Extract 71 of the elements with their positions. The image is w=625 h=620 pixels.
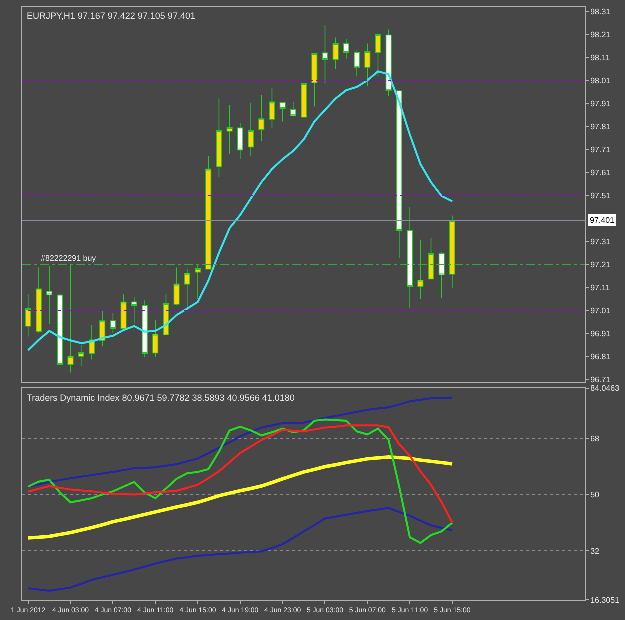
candlestick [78,344,84,367]
line-series [27,507,454,592]
candlestick [184,268,190,310]
candlestick [248,102,254,157]
candlestick [163,294,170,336]
candlestick [195,264,201,300]
candlestick [301,82,308,118]
candlestick [375,34,382,78]
y-tick-label: 68 [590,434,600,444]
candlestick [269,87,276,129]
candlestick [258,94,265,142]
candlestick [110,312,116,334]
candlestick [280,102,286,122]
chart-title: EURJPY,H1 97.167 97.422 97.105 97.401 [27,11,196,21]
y-tick-label: 97.51 [590,191,612,200]
y-tick-label: 97.71 [590,145,612,154]
candlestick [57,294,64,366]
candlestick [290,102,296,118]
ref-line-label: #82222291 buy [41,254,96,263]
candlestick [407,206,414,308]
y-tick-label: 98.31 [590,7,612,16]
y-tick-label: 98.11 [590,53,611,62]
candlestick [131,296,138,324]
y-tick-label: 96.81 [590,352,612,362]
y-tick-label: 32 [590,546,600,556]
y-tick-label: 98.01 [590,76,612,86]
y-tick-label: 97.31 [590,237,612,246]
y-tick-label: 97.21 [590,260,612,270]
candlestick [386,29,392,97]
candlestick [36,267,42,334]
candlestick [142,300,148,358]
candlestick [174,267,180,306]
line-series [27,396,454,488]
y-tick-label: 50 [590,490,600,500]
candlestick [120,294,127,331]
candlestick [396,90,402,259]
ref-line-label: 97.401 [590,216,616,225]
candlestick [354,50,360,78]
y-tick-label: 97.61 [590,168,612,178]
line-series [27,418,454,544]
line-series [26,455,454,540]
candlestick [206,156,212,270]
candlestick [100,310,106,347]
candlestick [152,320,159,358]
candlestick [46,266,53,325]
candlestick [312,53,318,108]
y-tick-label: 97.81 [590,122,612,132]
y-tick-label: 97.91 [590,99,612,108]
text: Traders Dynamic Index 80.9671 59.7782 38.5893 40.9566 41.0180 [27,393,295,403]
y-tick-label: 16.3051 [590,596,620,605]
candlestick [428,238,434,280]
y-tick-label: 96.71 [590,375,612,384]
candlestick [364,43,371,87]
candlestick [322,24,328,84]
line-series [27,70,454,352]
y-tick-label: 97.01 [590,306,612,316]
y-tick-label: 96.91 [590,329,612,338]
candlestick [332,37,339,70]
candlestick [343,39,350,60]
candlestick [237,122,244,160]
candlestick [449,215,456,290]
y-tick-label: 98.21 [590,30,612,40]
y-tick-label: 84.0463 [590,384,620,394]
y-tick-label: 97.11 [590,283,611,292]
candlestick [418,240,424,300]
candlestick [25,294,32,338]
candlestick [226,104,233,155]
candlestick [438,252,445,299]
candlestick [216,98,222,178]
line-series [27,424,454,524]
candlestick [68,264,74,374]
